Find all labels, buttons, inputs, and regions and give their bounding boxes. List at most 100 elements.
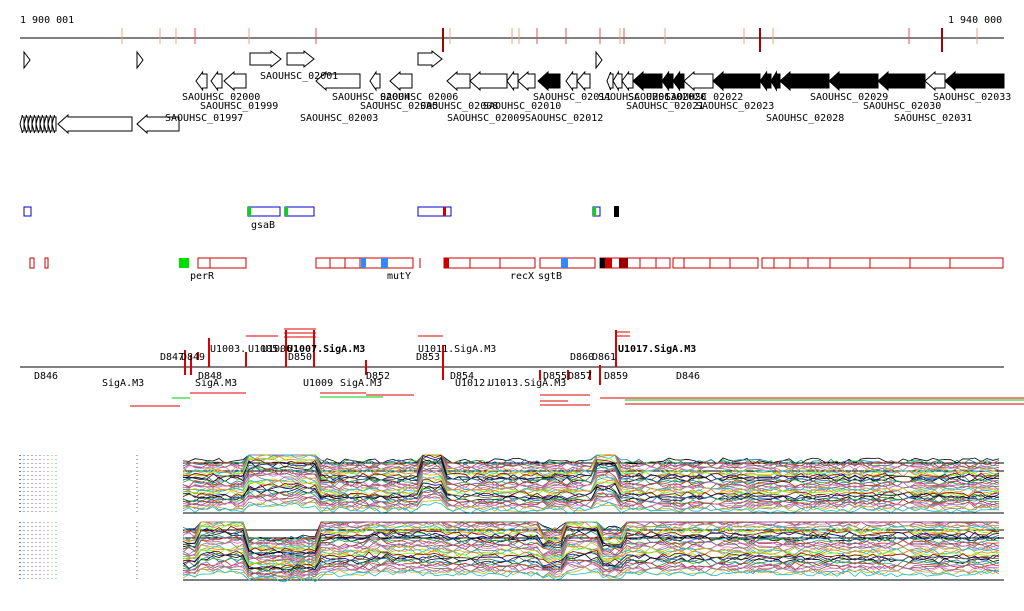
gene-label: SAOUHSC_02012 bbox=[525, 113, 603, 124]
ruler-end-label: 1 940 000 bbox=[948, 15, 1002, 26]
expression-series bbox=[182, 542, 1000, 566]
gene-labels: SAOUHSC_02001 SAOUHSC_02000 SAOUHSC_0200… bbox=[165, 71, 1011, 124]
coordinate-ruler: 1 900 001 1 940 000 bbox=[20, 15, 1004, 52]
gene-arrow bbox=[612, 70, 623, 92]
promoter-label: U1012. bbox=[455, 378, 491, 389]
gene-arrow bbox=[389, 70, 413, 92]
gene-arrow bbox=[595, 50, 603, 70]
promoter-label: U1011.SigA.M3 bbox=[418, 344, 496, 355]
operon-box bbox=[417, 206, 452, 217]
ruler-start-label: 1 900 001 bbox=[20, 15, 74, 26]
promoter-label: D850 bbox=[288, 352, 312, 363]
gene-label: SAOUHSC_02004 bbox=[332, 92, 410, 103]
operon-track bbox=[23, 206, 619, 217]
gene-arrow bbox=[712, 70, 761, 92]
gene-arrow bbox=[210, 70, 223, 92]
gene-label: SAOUHSC_02000 bbox=[182, 92, 260, 103]
expression-series bbox=[182, 527, 1000, 555]
gene-arrow bbox=[661, 70, 674, 92]
expression-series bbox=[182, 562, 1000, 578]
gene-arrow bbox=[565, 70, 578, 92]
utr-marker bbox=[561, 258, 568, 268]
utr-box bbox=[44, 257, 49, 269]
promoter-label: D855 bbox=[543, 371, 567, 382]
expression-series bbox=[182, 569, 1000, 583]
gene-arrow bbox=[39, 114, 45, 134]
gene-arrow bbox=[506, 70, 519, 92]
gene-label: SAOUHSC_02005 bbox=[360, 101, 438, 112]
expression-panel-2 bbox=[19, 521, 1004, 583]
promoter-label: U1007.SigA.M3 bbox=[287, 343, 365, 355]
gene-arrow bbox=[944, 70, 1005, 92]
promoter-label: D846 bbox=[34, 371, 58, 382]
expression-series bbox=[182, 499, 1000, 513]
gene-arrow bbox=[27, 114, 33, 134]
expression-panel-1 bbox=[19, 454, 1004, 515]
expression-series bbox=[182, 566, 1000, 581]
gene-label: SAOUHSC_02010 bbox=[483, 101, 561, 112]
promoter-label: U1005. bbox=[248, 344, 284, 355]
operon-marker bbox=[614, 206, 619, 217]
promoter-track bbox=[20, 328, 1024, 407]
gene-arrow bbox=[621, 70, 634, 92]
gene-arrow bbox=[23, 114, 29, 134]
expression-series bbox=[182, 553, 1000, 573]
promoter-label: D857 bbox=[568, 371, 592, 382]
operon-box bbox=[284, 206, 315, 217]
gene-arrow bbox=[31, 114, 37, 134]
utr-box bbox=[315, 257, 361, 269]
gene-arrow bbox=[517, 70, 536, 92]
expression-series bbox=[182, 552, 1000, 572]
gene-label: SAOUHSC_02022 bbox=[665, 92, 743, 103]
utr-box bbox=[761, 257, 1004, 269]
gene-label: SAOUHSC_02001 bbox=[260, 71, 338, 82]
promoter-label: D849 bbox=[181, 352, 205, 363]
operon-marker bbox=[285, 207, 288, 216]
gene-arrow bbox=[136, 113, 180, 135]
operon-marker bbox=[248, 207, 251, 216]
utr-marker bbox=[381, 258, 388, 268]
utr-box bbox=[672, 257, 759, 269]
gene-arrow bbox=[43, 114, 49, 134]
gene-arrow bbox=[19, 114, 25, 134]
expression-series bbox=[182, 538, 1000, 563]
gene-label: SAOUHSC_02033 bbox=[933, 92, 1011, 103]
gene-arrow bbox=[223, 70, 247, 92]
utr-label: mutY bbox=[387, 271, 411, 282]
promoter-label: SigA.M3 bbox=[195, 378, 237, 389]
gene-arrow bbox=[632, 70, 663, 92]
utr-box bbox=[443, 257, 536, 269]
gene-arrow bbox=[537, 70, 561, 92]
promoter-label: D852 bbox=[366, 371, 390, 382]
promoter-label: U1009 bbox=[303, 378, 333, 389]
gene-label: SAOUHSC_02028 bbox=[766, 113, 844, 124]
gene-label: SAOUHSC_02011 bbox=[533, 92, 611, 103]
gene-arrow bbox=[417, 49, 443, 69]
expression-series bbox=[182, 560, 1000, 578]
operon-marker bbox=[443, 207, 446, 216]
utr-label: perR bbox=[190, 271, 215, 282]
gene-arrow bbox=[369, 70, 381, 92]
expression-series bbox=[183, 563, 1000, 580]
utr-marker bbox=[619, 258, 628, 268]
promoter-label: U1013.SigA.M3 bbox=[488, 378, 566, 389]
gene-label: SAOUHSC_02009 bbox=[447, 113, 525, 124]
utr-labels: perR mutY recX sgtB bbox=[190, 271, 562, 282]
utr-box bbox=[29, 257, 35, 269]
gene-arrow bbox=[249, 49, 282, 69]
gene-label: SAOUHSC_02029 bbox=[810, 92, 888, 103]
gene-label: SAOUHSC_02030 bbox=[863, 101, 941, 112]
expression-series bbox=[182, 534, 1000, 560]
gene-arrow bbox=[35, 114, 41, 134]
gene-arrow bbox=[877, 70, 926, 92]
promoter-label: D860 bbox=[570, 352, 594, 363]
gene-label: SAOUHSC_02020 bbox=[628, 92, 706, 103]
gene-label: SAOUHSC_02006 bbox=[380, 92, 458, 103]
utr-box bbox=[197, 257, 211, 269]
expression-series bbox=[182, 521, 1000, 551]
utr-marker bbox=[605, 258, 612, 268]
expression-series bbox=[182, 547, 1000, 569]
utr-box bbox=[209, 257, 247, 269]
gene-arrow bbox=[57, 113, 133, 135]
utr-label: sgtB bbox=[538, 271, 562, 282]
